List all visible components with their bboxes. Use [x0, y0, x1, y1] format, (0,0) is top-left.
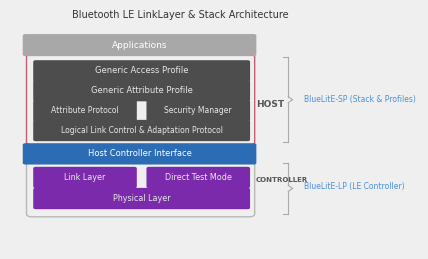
Text: CONTROLLER: CONTROLLER [256, 177, 308, 183]
Text: Direct Test Mode: Direct Test Mode [165, 173, 232, 182]
Text: Logical Link Control & Adaptation Protocol: Logical Link Control & Adaptation Protoc… [61, 126, 223, 135]
Text: Security Manager: Security Manager [164, 106, 232, 115]
FancyBboxPatch shape [33, 60, 250, 82]
Text: BlueLitE-SP (Stack & Profiles): BlueLitE-SP (Stack & Profiles) [304, 95, 416, 104]
FancyBboxPatch shape [33, 100, 137, 121]
Text: Attribute Protocol: Attribute Protocol [51, 106, 119, 115]
Text: HOST: HOST [256, 100, 284, 109]
FancyBboxPatch shape [23, 34, 256, 56]
Text: Bluetooth LE LinkLayer & Stack Architecture: Bluetooth LE LinkLayer & Stack Architect… [72, 10, 289, 20]
Text: Applications: Applications [112, 41, 167, 50]
Text: Host Controller Interface: Host Controller Interface [88, 149, 191, 158]
Text: BlueLitE-LP (LE Controller): BlueLitE-LP (LE Controller) [304, 182, 405, 191]
Text: Generic Access Profile: Generic Access Profile [95, 66, 188, 75]
Text: Physical Layer: Physical Layer [113, 194, 170, 203]
FancyBboxPatch shape [33, 167, 137, 188]
Text: Generic Attribute Profile: Generic Attribute Profile [91, 86, 193, 95]
FancyBboxPatch shape [33, 188, 250, 209]
Text: Link Layer: Link Layer [64, 173, 106, 182]
FancyBboxPatch shape [33, 80, 250, 101]
FancyBboxPatch shape [146, 100, 250, 121]
FancyBboxPatch shape [33, 120, 250, 141]
FancyBboxPatch shape [146, 167, 250, 188]
FancyBboxPatch shape [23, 143, 256, 164]
